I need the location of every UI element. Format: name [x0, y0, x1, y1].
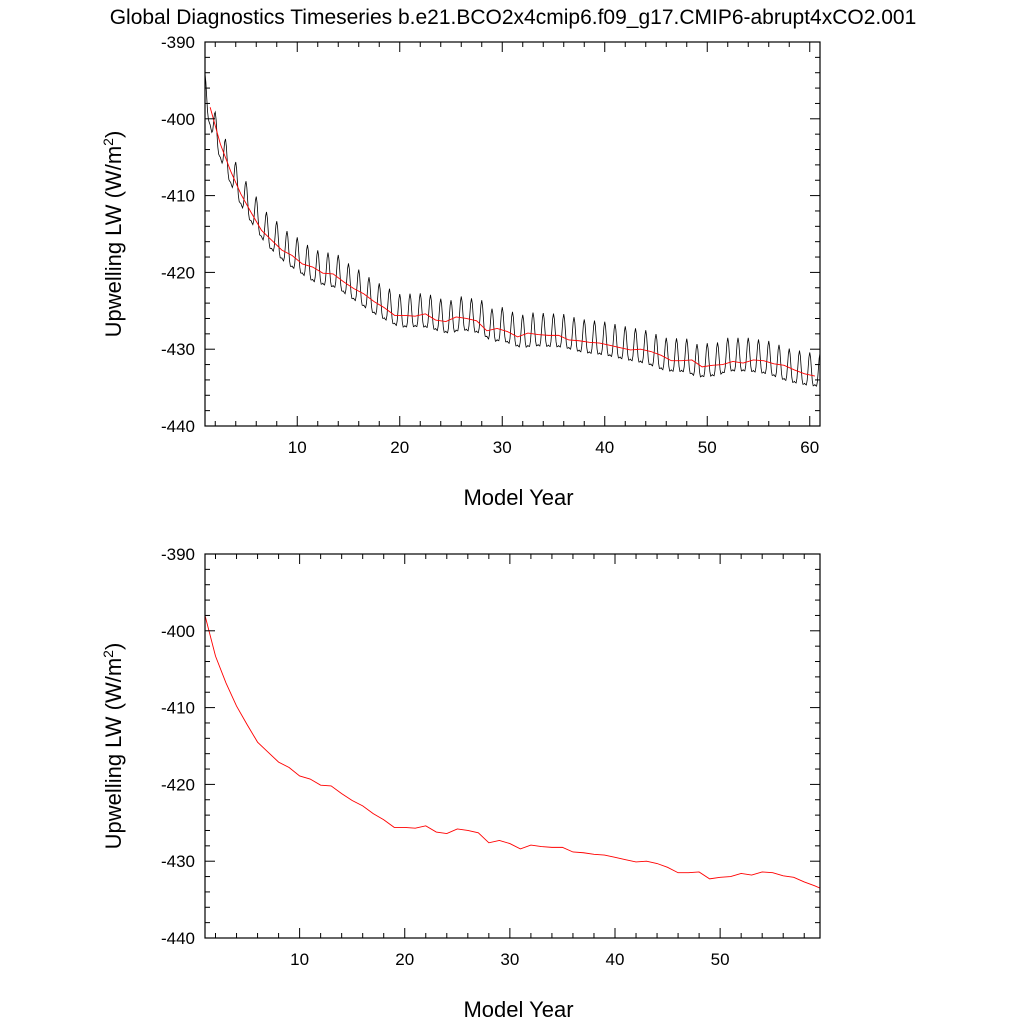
x-tick-label: 40	[595, 438, 614, 457]
y-tick-label: -390	[161, 545, 195, 564]
y-axis-label: Upwelling LW (W/m2)	[100, 131, 126, 338]
x-tick-label: 60	[800, 438, 819, 457]
y-tick-label: -430	[161, 340, 195, 359]
x-tick-label: 20	[395, 950, 414, 969]
annual-mean-line-0	[209, 107, 815, 377]
x-axis-label: Model Year	[463, 485, 573, 510]
y-tick-label: -390	[161, 33, 195, 52]
x-tick-label: 50	[698, 438, 717, 457]
y-tick-label: -410	[161, 187, 195, 206]
y-tick-label: -420	[161, 775, 195, 794]
panel-top: 10 20 30 40 50 60 -390 -400 -410 -420 -430 -440 Mode…	[100, 33, 821, 510]
x-tick-label: 10	[288, 438, 307, 457]
y-tick-label: -400	[161, 622, 195, 641]
x-tick-label: 40	[606, 950, 625, 969]
y-axis-label: Upwelling LW (W/m2)	[100, 643, 126, 850]
x-tick-label: 10	[290, 950, 309, 969]
y-tick-label: -440	[161, 417, 195, 436]
x-tick-label: 30	[493, 438, 512, 457]
plot-frame	[204, 41, 821, 427]
x-tick-label: 20	[390, 438, 409, 457]
x-tick-label: 50	[711, 950, 730, 969]
figure-title: Global Diagnostics Timeseries b.e21.BCO2…	[110, 6, 917, 29]
y-tick-label: -430	[161, 852, 195, 871]
annual-mean-line-1	[205, 615, 820, 889]
x-axis-label: Model Year	[463, 997, 573, 1022]
y-tick-label: -420	[161, 263, 195, 282]
panel-bottom: 10 20 30 40 50 -390 -400 -410 -420 -430 -440 Model …	[100, 545, 821, 1022]
y-tick-label: -440	[161, 929, 195, 948]
x-tick-label: 30	[500, 950, 519, 969]
y-tick-label: -400	[161, 110, 195, 129]
y-tick-label: -410	[161, 699, 195, 718]
monthly-series-line-0	[205, 73, 820, 387]
plot-frame	[204, 553, 821, 939]
